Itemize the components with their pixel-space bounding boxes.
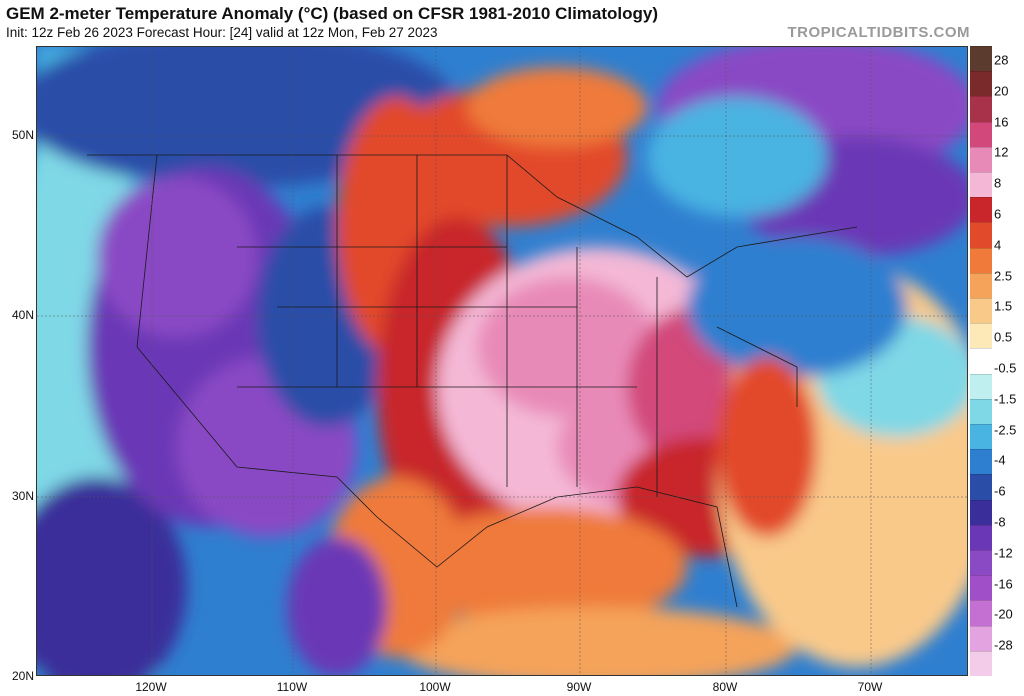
color-legend-label: 6 <box>994 206 1002 222</box>
color-legend-swatch <box>970 650 992 677</box>
color-legend-label: -12 <box>994 545 1013 561</box>
color-legend-label: -6 <box>994 483 1006 499</box>
color-legend-swatch <box>970 172 992 198</box>
anomaly-map <box>36 46 968 676</box>
color-legend-swatch <box>970 499 992 526</box>
color-legend-swatch <box>970 348 992 375</box>
color-legend-label: -4 <box>994 452 1006 468</box>
color-legend-swatch <box>970 424 992 450</box>
color-legend-label: -0.5 <box>994 360 1017 376</box>
color-legend-label: 28 <box>994 52 1009 68</box>
color-legend-label: 12 <box>994 144 1009 160</box>
map-title: GEM 2-meter Temperature Anomaly (°C) (ba… <box>6 4 659 23</box>
color-legend-label: -1.5 <box>994 391 1017 407</box>
color-legend-swatch <box>970 46 992 72</box>
lat-label-50n: 50N <box>11 128 34 142</box>
color-legend-swatch <box>970 600 992 627</box>
color-legend-swatch <box>970 323 992 349</box>
lon-label-120w: 120W <box>135 680 167 694</box>
color-legend-swatch <box>970 524 992 551</box>
lon-label-100w: 100W <box>419 680 451 694</box>
color-legend-swatch <box>970 398 992 425</box>
color-legend-swatch <box>970 247 992 274</box>
color-legend-swatch <box>970 197 992 223</box>
color-legend-label: -8 <box>994 514 1006 530</box>
color-legend-swatch <box>970 474 992 501</box>
graticule <box>37 47 967 675</box>
color-legend-swatch <box>970 222 992 249</box>
color-legend-label: 1.5 <box>994 298 1013 314</box>
color-legend-swatch <box>970 575 992 601</box>
color-legend-label: 2.5 <box>994 268 1013 284</box>
lat-label-20n: 20N <box>11 669 34 683</box>
color-legend-swatch <box>970 272 992 299</box>
color-legend-swatch <box>970 71 992 97</box>
brand-watermark: TROPICALTIDBITS.COM <box>787 24 970 41</box>
color-legend: 28 20 16 12 8 6 4 2.5 1.5 0.5 -0.5 -1.5 -2.5 -4 -6 -8 -1… <box>970 46 1024 677</box>
lon-label-110w: 110W <box>276 680 308 694</box>
color-legend-label: 4 <box>994 237 1002 253</box>
lon-label-80w: 80W <box>712 680 738 694</box>
lon-label-90w: 90W <box>566 680 592 694</box>
map-canvas <box>37 47 967 675</box>
color-legend-label: -28 <box>994 637 1013 653</box>
lat-label-40n: 40N <box>11 308 34 322</box>
color-legend-label: 20 <box>994 83 1009 99</box>
color-legend-label: 8 <box>994 175 1002 191</box>
color-legend-swatch <box>970 449 992 475</box>
color-legend-swatch <box>970 550 992 576</box>
color-legend-swatch <box>970 625 992 652</box>
color-legend-swatch <box>970 373 992 400</box>
color-legend-label: -20 <box>994 606 1013 622</box>
lon-label-70w: 70W <box>857 680 883 694</box>
color-legend-label: 0.5 <box>994 329 1013 345</box>
lat-label-30n: 30N <box>11 489 34 503</box>
color-legend-swatch <box>970 146 992 173</box>
map-subtitle: Init: 12z Feb 26 2023 Forecast Hour: [24… <box>6 25 438 40</box>
color-legend-label: 16 <box>994 114 1009 130</box>
political-boundaries <box>87 154 858 608</box>
color-legend-label: -2.5 <box>994 422 1017 438</box>
color-legend-label: -16 <box>994 576 1013 592</box>
color-legend-swatch <box>970 298 992 324</box>
color-legend-swatch <box>970 121 992 148</box>
color-legend-swatch <box>970 96 992 123</box>
